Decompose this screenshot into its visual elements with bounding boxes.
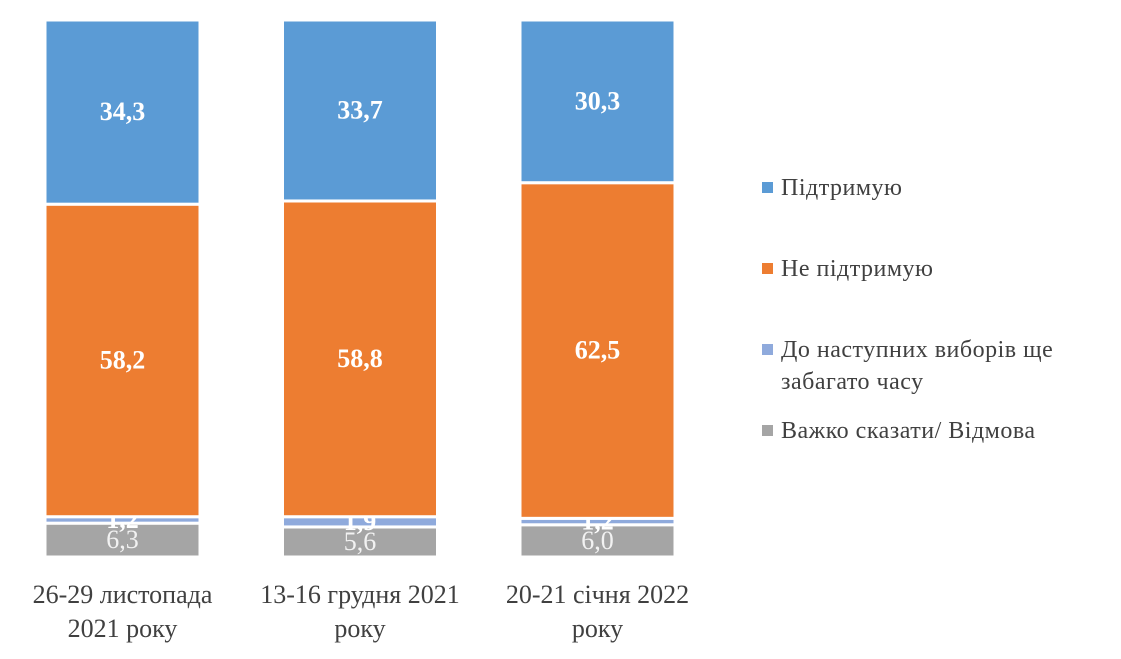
legend-item: До наступних виборів ще забагато часу — [760, 334, 1110, 398]
bar-segment — [43, 18, 202, 206]
bar-segment — [43, 521, 202, 559]
legend-label: До наступних виборів ще забагато часу — [781, 337, 1054, 395]
bar-segment — [518, 18, 677, 185]
bar-segment — [43, 202, 202, 519]
value-label: 33,7 — [337, 95, 383, 124]
legend-swatch — [762, 344, 773, 355]
value-label: 6,0 — [581, 526, 614, 555]
value-label: 6,3 — [106, 525, 139, 554]
x-tick-label: 26-29 листопада 2021 року — [32, 580, 213, 643]
bar-segment — [281, 18, 439, 203]
legend-item: Не підтримую — [760, 253, 933, 285]
legend-swatch — [762, 425, 773, 436]
value-label: 58,2 — [100, 345, 146, 374]
legend-swatch — [762, 263, 773, 274]
bar-segment — [518, 181, 677, 520]
value-label: 34,3 — [100, 97, 146, 126]
x-tick-label: 20-21 січня 2022 року — [505, 580, 690, 643]
value-label: 5,6 — [344, 527, 377, 556]
legend-label: Підтримую — [781, 175, 903, 201]
x-tick-label: 13-16 грудня 2021 року — [260, 580, 460, 643]
value-label: 30,3 — [575, 86, 621, 115]
value-label: 58,8 — [337, 344, 383, 373]
legend-swatch — [762, 182, 773, 193]
legend-label: Важко сказати/ Відмова — [781, 418, 1036, 444]
legend-item: Важко сказати/ Відмова — [760, 415, 1036, 447]
legend-item: Підтримую — [760, 172, 902, 204]
legend-label: Не підтримую — [781, 256, 934, 282]
value-label: 62,5 — [575, 335, 621, 364]
